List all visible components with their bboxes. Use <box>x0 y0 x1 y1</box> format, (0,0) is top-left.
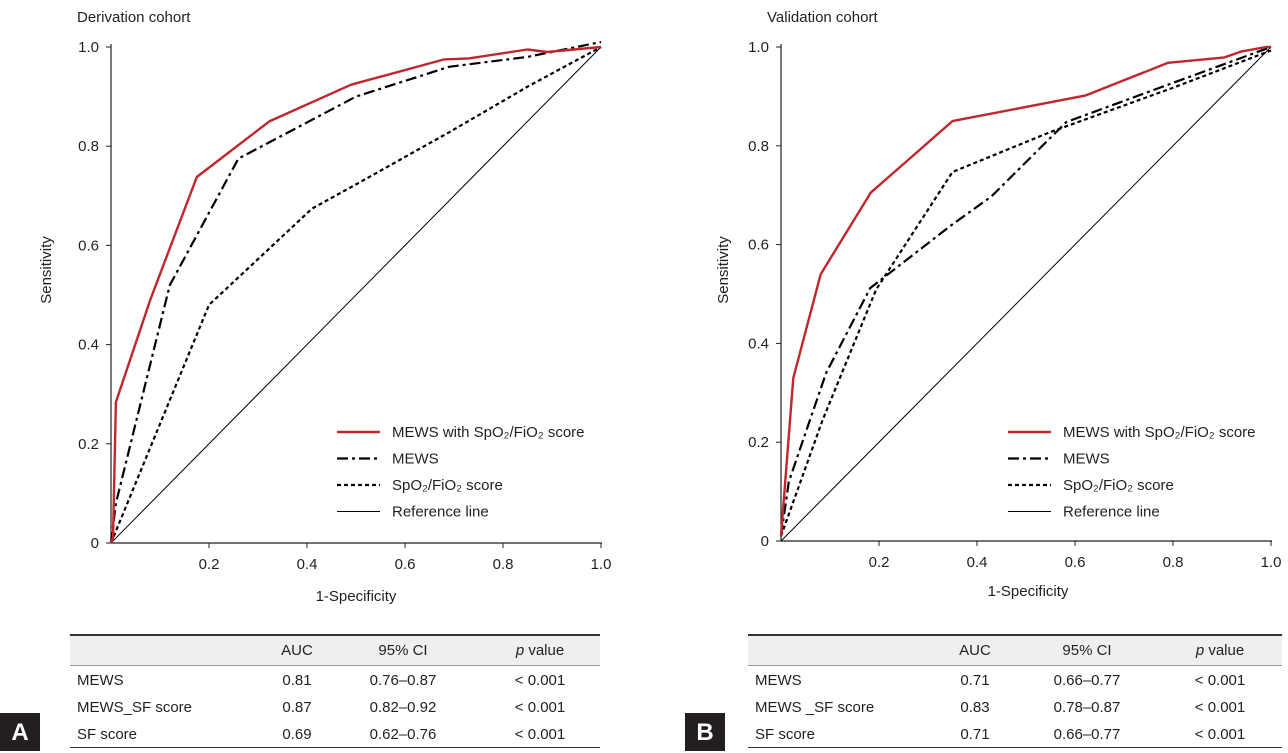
table-cell: 0.66–0.77 <box>1053 672 1121 689</box>
table-row: MEWS _SF score 0.83 0.78–0.87 < 0.001 <box>748 693 1282 720</box>
x-tick-label: 1.0 <box>591 556 612 573</box>
x-tick-label: 0.6 <box>1065 554 1086 571</box>
series-line-dash-dot <box>779 45 1272 537</box>
x-axis-label: 1-Specificity <box>988 583 1069 600</box>
legend-label: MEWS <box>392 451 439 468</box>
legend-label: SpO₂/FiO₂ score <box>1063 477 1174 494</box>
table-header-row: AUC 95% CI p value <box>748 636 1282 666</box>
legend-label: MEWS with SpO₂/FiO₂ score <box>392 424 585 441</box>
table-cell: < 0.001 <box>514 726 566 743</box>
roc-panel-derivation: Derivation cohort Sensitivity 1-Specificit… <box>38 9 611 605</box>
x-tick-label: 0.4 <box>297 556 318 573</box>
series-line-solid <box>779 45 1271 537</box>
table-cell: 0.66–0.77 <box>1053 726 1121 743</box>
series-line-thin <box>110 46 602 544</box>
table-cell: MEWS <box>77 672 124 689</box>
table-row: SF score 0.71 0.66–0.77 < 0.001 <box>748 720 1282 747</box>
table-header-cell: AUC <box>281 642 313 659</box>
x-tick-label: 0.2 <box>199 556 220 573</box>
table-cell: 0.81 <box>282 672 312 689</box>
table-header-cell: p value <box>1195 642 1245 659</box>
table-row: MEWS 0.81 0.76–0.87 < 0.001 <box>70 666 600 693</box>
legend-label: SpO₂/FiO₂ score <box>392 477 503 494</box>
table-cell: 0.69 <box>282 726 312 743</box>
y-tick-label: 0 <box>91 535 99 552</box>
series-line-dotted <box>109 46 602 544</box>
legend-label: Reference line <box>1063 504 1160 521</box>
table-cell: 0.76–0.87 <box>369 672 437 689</box>
series-line-dotted <box>779 49 1272 537</box>
y-tick-label: 0.6 <box>78 237 99 254</box>
table-header-cell: 95% CI <box>378 642 428 659</box>
x-tick-label: 0.8 <box>1163 554 1184 571</box>
table-cell: 0.71 <box>960 726 990 743</box>
legend: MEWS with SpO₂/FiO₂ score MEWS SpO₂/FiO₂ s… <box>337 424 585 521</box>
table-cell: < 0.001 <box>514 699 566 716</box>
table-cell: SF score <box>77 726 138 743</box>
y-tick-label: 0.2 <box>748 434 769 451</box>
chart-title: Derivation cohort <box>77 9 191 26</box>
legend-label: Reference line <box>392 504 489 521</box>
y-tick-label: 0.8 <box>78 138 99 155</box>
table-row: SF score 0.69 0.62–0.76 < 0.001 <box>70 720 600 747</box>
y-tick-label: 0.2 <box>78 436 99 453</box>
y-tick-label: 1.0 <box>748 39 769 56</box>
panel-label-b: B <box>685 713 725 751</box>
table-cell: < 0.001 <box>1194 726 1246 743</box>
legend-label: MEWS with SpO₂/FiO₂ score <box>1063 424 1256 441</box>
x-axis-label: 1-Specificity <box>316 588 397 605</box>
series-line-dash-dot <box>109 40 602 544</box>
y-tick-label: 0.4 <box>748 335 769 352</box>
series-line-thin <box>780 46 1272 542</box>
table-cell: 0.87 <box>282 699 312 716</box>
y-tick-label: 0 <box>761 533 769 550</box>
table-cell: MEWS_SF score <box>77 699 193 716</box>
x-tick-label: 0.8 <box>493 556 514 573</box>
table-row: MEWS_SF score 0.87 0.82–0.92 < 0.001 <box>70 693 600 720</box>
table-cell: MEWS _SF score <box>755 699 875 716</box>
series-line-solid <box>109 45 602 544</box>
table-header-cell: 95% CI <box>1062 642 1112 659</box>
x-tick-label: 0.2 <box>869 554 890 571</box>
table-cell: < 0.001 <box>514 672 566 689</box>
table-cell: < 0.001 <box>1194 672 1246 689</box>
legend-label: MEWS <box>1063 451 1110 468</box>
table-cell: SF score <box>755 726 816 743</box>
x-tick-label: 1.0 <box>1261 554 1282 571</box>
panel-label-a: A <box>0 713 40 751</box>
y-axis-label: Sensitivity <box>38 236 55 304</box>
table-cell: 0.62–0.76 <box>369 726 437 743</box>
y-tick-label: 1.0 <box>78 39 99 56</box>
table-cell: MEWS <box>755 672 802 689</box>
table-cell: < 0.001 <box>1194 699 1246 716</box>
roc-panel-validation: Validation cohort Sensitivity 1-Specificit… <box>715 9 1281 600</box>
table-header-row: AUC 95% CI p value <box>70 636 600 666</box>
y-tick-label: 0.6 <box>748 237 769 254</box>
x-tick-label: 0.4 <box>967 554 988 571</box>
table-cell: 0.71 <box>960 672 990 689</box>
y-tick-label: 0.8 <box>748 138 769 155</box>
y-tick-label: 0.4 <box>78 337 99 354</box>
chart-title: Validation cohort <box>767 9 878 26</box>
table-header-cell: AUC <box>959 642 991 659</box>
table-row: MEWS 0.71 0.66–0.77 < 0.001 <box>748 666 1282 693</box>
auc-table-validation: AUC 95% CI p value MEWS 0.71 0.66–0.77 < 0.001… <box>748 634 1282 748</box>
table-header-cell: p value <box>515 642 565 659</box>
table-cell: 0.83 <box>960 699 990 716</box>
table-cell: 0.78–0.87 <box>1053 699 1121 716</box>
auc-table-derivation: AUC 95% CI p value MEWS 0.81 0.76–0.87 < 0.001… <box>70 634 600 748</box>
legend: MEWS with SpO₂/FiO₂ score MEWS SpO₂/FiO₂ s… <box>1008 424 1256 521</box>
y-axis-label: Sensitivity <box>715 236 732 304</box>
x-tick-label: 0.6 <box>395 556 416 573</box>
table-cell: 0.82–0.92 <box>369 699 437 716</box>
